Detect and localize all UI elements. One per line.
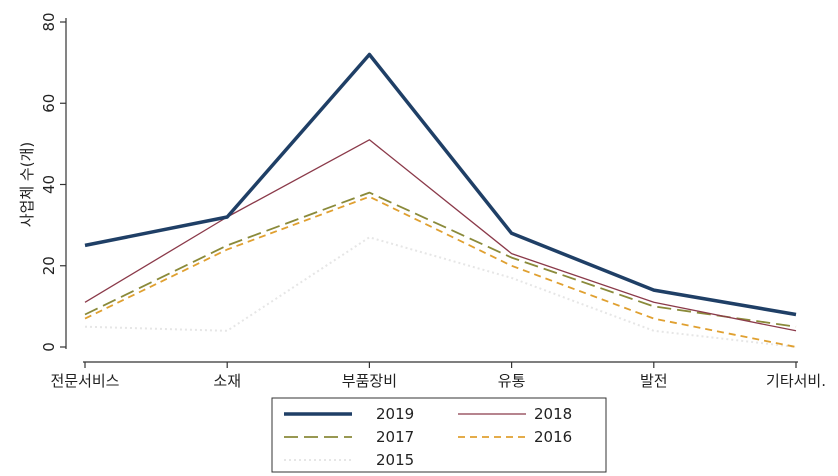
y-tick-label: 40 (40, 175, 58, 194)
x-tick-label: 전문서비스 (50, 372, 119, 390)
legend-label-2016: 2016 (534, 428, 572, 446)
y-tick-label: 0 (40, 342, 58, 352)
y-tick-label: 80 (40, 12, 58, 31)
y-tick-label: 20 (40, 256, 58, 275)
series-line-2018 (84, 139, 797, 332)
series-line-2015 (84, 236, 797, 348)
legend-box (271, 397, 607, 473)
series-lines (84, 52, 797, 348)
legend: 2019 2018 2017 2016 2015 (271, 397, 607, 473)
legend-label-2018: 2018 (534, 405, 572, 423)
x-tick-label: 부품장비 (342, 372, 397, 390)
legend-label-2019: 2019 (376, 405, 414, 423)
x-tick-label: 기타서비. (766, 372, 826, 390)
x-tick-label: 소재 (213, 372, 241, 390)
series-line-2017 (84, 191, 797, 328)
legend-label-2015: 2015 (376, 451, 414, 469)
series-line-2016 (84, 195, 797, 348)
y-axis-title: 사업체 수(개) (18, 142, 36, 227)
legend-label-2017: 2017 (376, 428, 414, 446)
x-tick-label: 발전 (640, 372, 668, 390)
y-tick-label: 60 (40, 94, 58, 113)
x-tick-label: 유통 (498, 372, 526, 390)
series-line-2019 (84, 52, 797, 317)
axes: 0 20 40 60 80 사업체 수(개) 전문서비스 소재 부품장비 유통 발전 기타서비. (18, 12, 826, 390)
